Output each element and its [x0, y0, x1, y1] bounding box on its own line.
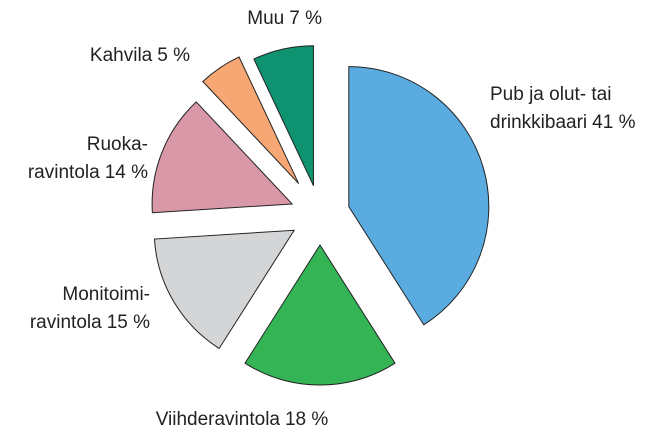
label-line: drinkkibaari	[490, 112, 587, 133]
pie-slice	[253, 45, 314, 186]
value-label: 18 %	[285, 409, 328, 430]
pie-slice	[244, 244, 396, 386]
value-label: 5 %	[157, 45, 190, 66]
pie-slice	[348, 66, 490, 326]
label-line: Kahvila	[90, 45, 153, 66]
label-line: Ruoka-	[87, 134, 148, 155]
value-label: 7 %	[289, 8, 322, 29]
label-line: ravintola	[28, 162, 100, 183]
label-line: Muu	[247, 8, 284, 29]
label-line: Viihderavintola	[156, 409, 281, 430]
label-line: Monitoimi-	[62, 284, 150, 305]
pie-slice	[151, 101, 294, 214]
slice-label: Pub ja olut- tai drinkkibaari	[490, 84, 611, 133]
pie-slice	[202, 56, 300, 184]
value-label: 14 %	[105, 162, 148, 183]
slice-label: Ruoka-ravintola	[28, 134, 148, 183]
slice-label: Kahvila	[90, 45, 153, 66]
pie-slice	[153, 229, 296, 350]
slice-label: Monitoimi-ravintola	[30, 284, 150, 333]
slice-label: Viihderavintola	[156, 409, 281, 430]
value-label: 15 %	[107, 312, 150, 333]
slice-label: Muu	[247, 8, 284, 29]
label-line: Pub ja olut- tai	[490, 84, 611, 105]
value-label: 41 %	[592, 112, 635, 133]
label-line: ravintola	[30, 312, 102, 333]
